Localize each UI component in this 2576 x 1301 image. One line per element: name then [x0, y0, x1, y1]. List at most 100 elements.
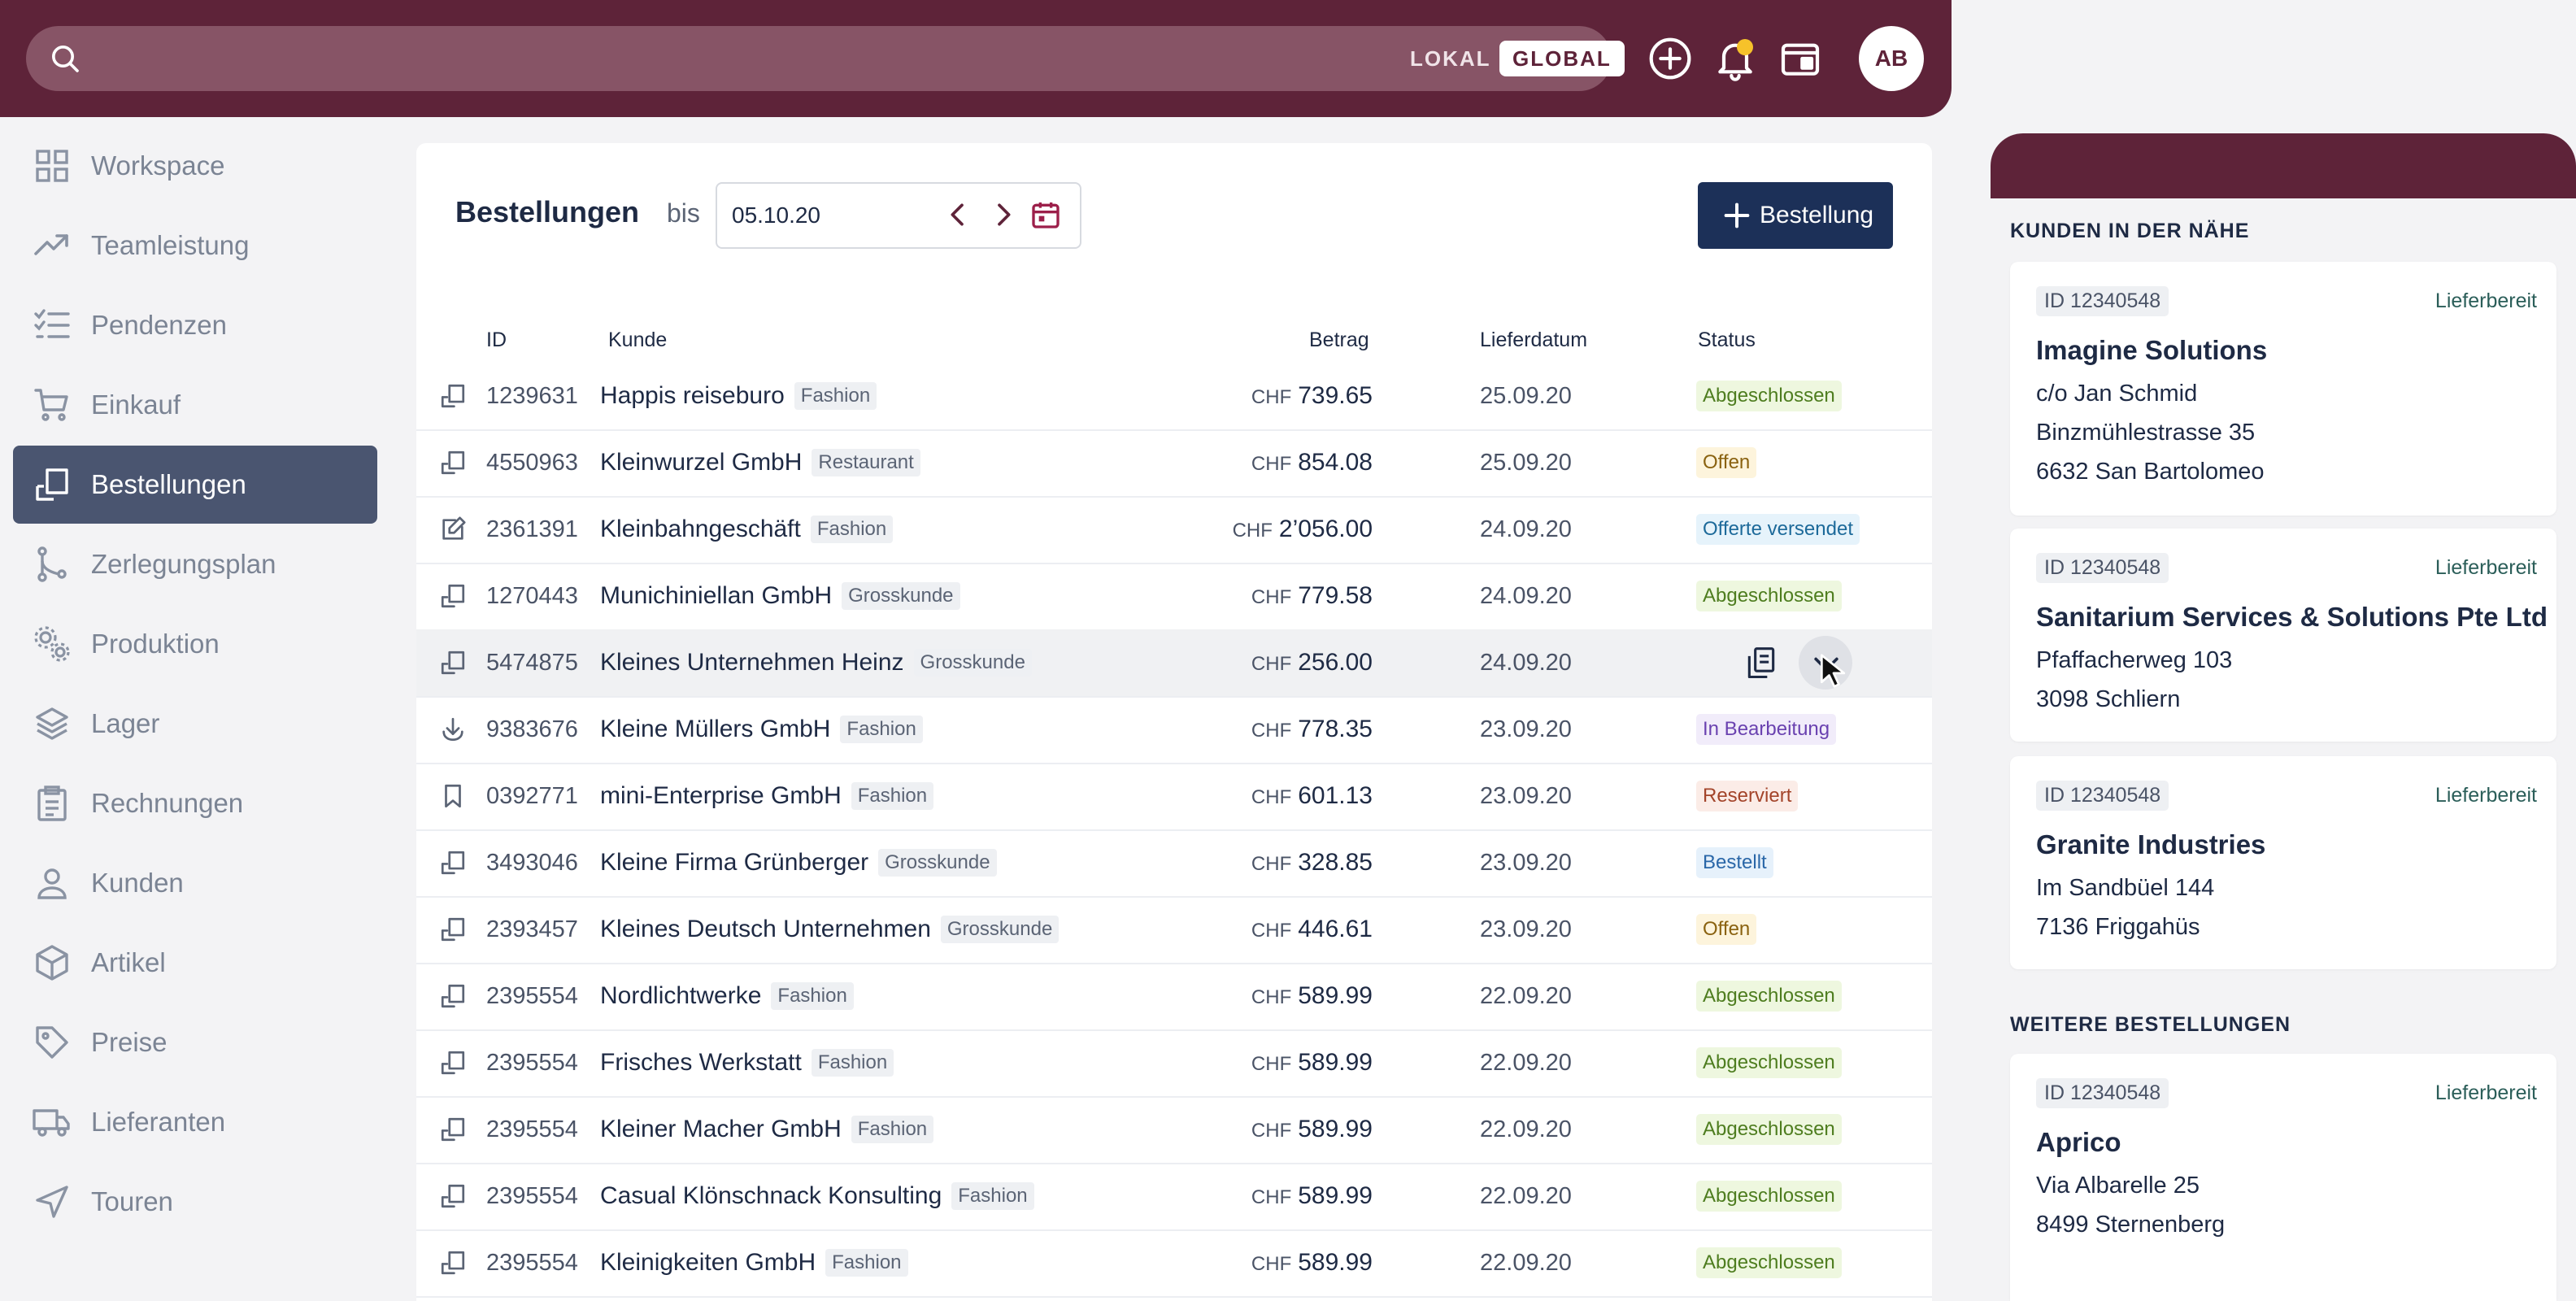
table-row[interactable]: 2361391 Kleinbahngeschäft Fashion CHF 2’056.… — [416, 496, 1932, 564]
order-id: 2395554 — [486, 1250, 578, 1276]
amount: 778.35 — [1298, 716, 1373, 742]
orders-panel: Bestellungen bis Bestellung ID Kunde Bet… — [416, 143, 1932, 1301]
checklist-icon — [34, 309, 70, 338]
customer-name[interactable]: Kleinwurzel GmbH — [600, 449, 803, 476]
customer-name[interactable]: Kleinigkeiten GmbH — [600, 1249, 816, 1276]
search-input[interactable] — [107, 36, 1330, 83]
order-id: 2395554 — [486, 1050, 578, 1076]
customer-name[interactable]: Kleines Deutsch Unternehmen — [600, 916, 931, 942]
card-address-line: 7136 Friggahüs — [2036, 914, 2200, 940]
chevron-left-icon[interactable] — [942, 198, 974, 231]
date-picker[interactable] — [716, 182, 1081, 249]
customer-name[interactable]: Kleiner Macher GmbH — [600, 1116, 842, 1142]
window-icon[interactable] — [1778, 36, 1823, 81]
delivery-date: 24.09.20 — [1480, 650, 1572, 676]
avatar[interactable]: AB — [1859, 26, 1924, 91]
sidebar-item-label: Rechnungen — [91, 788, 244, 818]
new-order-button[interactable]: Bestellung — [1698, 182, 1893, 249]
table-row[interactable]: 2395554 Kleiner Macher GmbH Fashion CHF 589.… — [416, 1096, 1932, 1164]
sidebar-item-bestellungen[interactable]: Bestellungen — [13, 446, 377, 524]
order-id: 1239631 — [486, 383, 578, 409]
card-name[interactable]: Sanitarium Services & Solutions Pte Ltd — [2036, 602, 2548, 632]
customer-card[interactable]: ID 12340548 Lieferbereit Imagine Solutio… — [2010, 262, 2556, 516]
sidebar-item-zerlegungsplan[interactable]: Zerlegungsplan — [13, 525, 377, 603]
sidebar-item-artikel[interactable]: Artikel — [13, 924, 377, 1002]
scope-local-toggle[interactable]: LOKAL — [1410, 46, 1491, 71]
table-row[interactable]: 0392771 mini-Enterprise GmbH Fashion CHF 601… — [416, 763, 1932, 831]
customer-card[interactable]: ID 12340548 Lieferbereit Sanitarium Serv… — [2010, 529, 2556, 742]
column-header-id[interactable]: ID — [486, 329, 507, 351]
date-input[interactable] — [730, 195, 929, 236]
sidebar-item-rechnungen[interactable]: Rechnungen — [13, 764, 377, 842]
customer-name[interactable]: Kleinbahngeschäft — [600, 516, 801, 542]
sidebar-item-kunden[interactable]: Kunden — [13, 844, 377, 922]
customer-tag: Fashion — [840, 716, 923, 743]
customer-name[interactable]: Nordlichtwerke — [600, 982, 762, 1009]
table-row[interactable]: 1270443 Munichiniellan GmbH Grosskunde CHF 7… — [416, 563, 1932, 631]
table-row[interactable]: 2395554 Casual Klönschnack Konsulting Fash… — [416, 1163, 1932, 1231]
customer-tag: Restaurant — [812, 449, 920, 476]
column-header-lieferdatum[interactable]: Lieferdatum — [1480, 329, 1588, 351]
customer-name[interactable]: Kleines Unternehmen Heinz — [600, 649, 904, 676]
sidebar-item-label: Zerlegungsplan — [91, 549, 276, 579]
card-status: Lieferbereit — [2435, 556, 2537, 579]
calendar-icon[interactable] — [1029, 198, 1062, 231]
order-icon — [441, 917, 465, 942]
table-row[interactable]: 2395554 Frisches Werkstatt Fashion CHF 589.9… — [416, 1029, 1932, 1098]
sidebar-item-touren[interactable]: Touren — [13, 1163, 377, 1241]
order-id: 0392771 — [486, 783, 578, 809]
copy-icon[interactable] — [1743, 646, 1779, 681]
table-row[interactable]: 3493046 Kleine Firma Grünberger Grosskunde… — [416, 829, 1932, 898]
amount: 589.99 — [1298, 982, 1373, 1009]
sidebar-item-lieferanten[interactable]: Lieferanten — [13, 1083, 377, 1161]
grid-icon — [36, 150, 68, 182]
order-card[interactable]: ID 12340548 Lieferbereit Aprico Via Alba… — [2010, 1054, 2556, 1301]
table-row[interactable]: 1239631 Happis reiseburo Fashion CHF 739.65 2… — [416, 363, 1932, 431]
customer-name[interactable]: Casual Klönschnack Konsulting — [600, 1182, 942, 1209]
customer-name[interactable]: Frisches Werkstatt — [600, 1049, 802, 1076]
table-row[interactable]: 2393457 Kleines Deutsch Unternehmen Grossk… — [416, 896, 1932, 964]
amount: 256.00 — [1298, 649, 1373, 676]
table-row[interactable]: 4550963 Kleinwurzel GmbH Restaurant CHF 854.… — [416, 429, 1932, 498]
card-name[interactable]: Imagine Solutions — [2036, 335, 2268, 365]
table-row[interactable]: 2395554 Nordlichtwerke Fashion CHF 589.99 22.… — [416, 963, 1932, 1031]
table-row[interactable]: 2395554 Kleinigkeiten GmbH Fashion CHF 589.9… — [416, 1229, 1932, 1298]
customer-card[interactable]: ID 12340548 Lieferbereit Granite Industr… — [2010, 756, 2556, 969]
order-icon — [441, 584, 465, 608]
delivery-date: 22.09.20 — [1480, 983, 1572, 1009]
status-badge: Abgeschlossen — [1696, 581, 1842, 611]
chevron-right-icon[interactable] — [987, 198, 1020, 231]
box-icon — [36, 945, 68, 981]
page-title: Bestellungen — [455, 195, 640, 228]
column-header-betrag[interactable]: Betrag — [1309, 329, 1369, 351]
status-badge: Abgeschlossen — [1696, 981, 1842, 1012]
column-header-kunde[interactable]: Kunde — [608, 329, 668, 351]
sidebar-item-einkauf[interactable]: Einkauf — [13, 366, 377, 444]
status-badge: Abgeschlossen — [1696, 1181, 1842, 1212]
card-address-line: Im Sandbüel 144 — [2036, 875, 2215, 901]
customer-name[interactable]: Happis reiseburo — [600, 382, 785, 409]
sidebar-item-pendenzen[interactable]: Pendenzen — [13, 286, 377, 364]
customer-name[interactable]: mini-Enterprise GmbH — [600, 782, 842, 809]
card-name[interactable]: Aprico — [2036, 1127, 2121, 1157]
customer-name[interactable]: Munichiniellan GmbH — [600, 582, 833, 609]
table-row[interactable]: 9383676 Kleine Müllers GmbH Fashion CHF 778.… — [416, 696, 1932, 764]
search-bar[interactable]: LOKAL GLOBAL — [26, 26, 1625, 91]
table-row[interactable]: 5474875 Kleines Unternehmen Heinz Grosskun… — [416, 629, 1932, 698]
sidebar-item-lager[interactable]: Lager — [13, 685, 377, 763]
currency: CHF — [1251, 386, 1292, 408]
customer-name[interactable]: Kleine Firma Grünberger — [600, 849, 869, 876]
layers-icon — [36, 707, 68, 740]
sidebar-item-workspace[interactable]: Workspace — [13, 127, 377, 205]
card-name[interactable]: Granite Industries — [2036, 829, 2266, 859]
scope-global-toggle[interactable]: GLOBAL — [1499, 41, 1625, 76]
currency: CHF — [1251, 1253, 1292, 1275]
customer-name[interactable]: Kleine Müllers GmbH — [600, 716, 831, 742]
sidebar-item-teamleistung[interactable]: Teamleistung — [13, 207, 377, 285]
sidebar-item-preise[interactable]: Preise — [13, 1003, 377, 1081]
sidebar-item-produktion[interactable]: Produktion — [13, 605, 377, 683]
currency: CHF — [1232, 520, 1273, 542]
column-header-status[interactable]: Status — [1698, 329, 1756, 351]
status-badge: Offerte versendet — [1696, 514, 1860, 545]
add-circle-icon[interactable] — [1647, 36, 1693, 81]
